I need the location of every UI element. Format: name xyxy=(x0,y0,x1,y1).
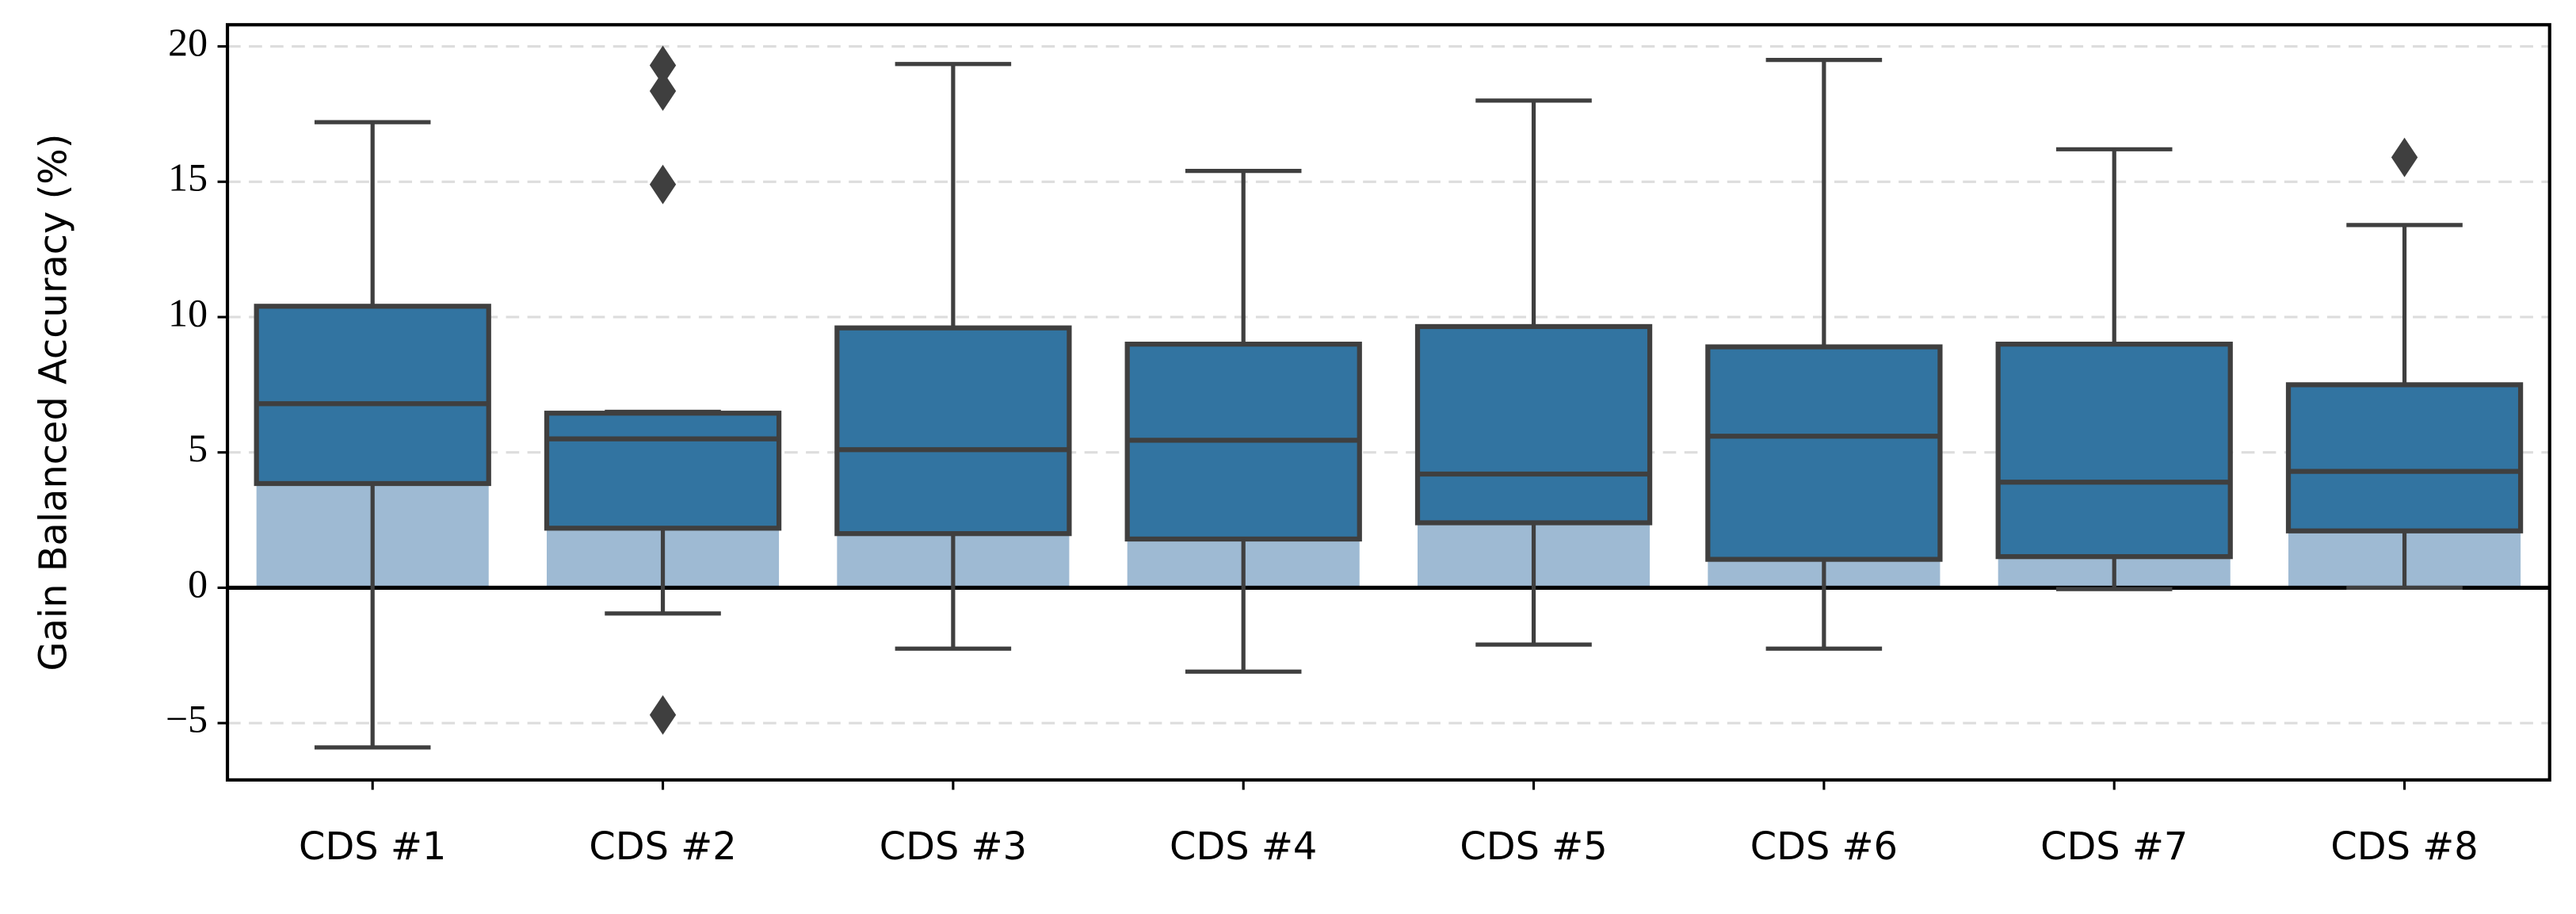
x-tick-label: CDS #3 xyxy=(880,825,1027,869)
box xyxy=(1705,344,1943,562)
x-tick-label: CDS #4 xyxy=(1170,825,1317,869)
box xyxy=(1414,323,1653,526)
outlier xyxy=(2391,137,2418,178)
box xyxy=(544,411,782,531)
plot-frame xyxy=(225,23,2551,782)
y-axis-label: Gain Balanced Accuracy (%) xyxy=(32,134,76,671)
outlier xyxy=(649,694,677,735)
outlier xyxy=(649,45,677,86)
outlier xyxy=(649,71,677,111)
x-tick-label: CDS #1 xyxy=(299,825,446,869)
box xyxy=(254,304,491,487)
x-tick-label: CDS #5 xyxy=(1460,825,1607,869)
y-tick-label: 5 xyxy=(188,426,208,470)
box xyxy=(1995,342,2233,560)
x-tick-label: CDS #6 xyxy=(1750,825,1898,869)
y-tick-label: −5 xyxy=(166,698,208,741)
box xyxy=(2285,382,2524,533)
y-tick-label: 15 xyxy=(168,156,208,200)
box xyxy=(834,325,1072,537)
y-tick-label: 0 xyxy=(188,562,208,606)
y-tick-label: 10 xyxy=(168,291,208,335)
y-tick-label: 20 xyxy=(168,21,208,64)
x-tick-label: CDS #7 xyxy=(2040,825,2188,869)
x-tick-label: CDS #2 xyxy=(589,825,736,869)
outlier xyxy=(649,164,677,205)
x-tick-label: CDS #8 xyxy=(2330,825,2478,869)
